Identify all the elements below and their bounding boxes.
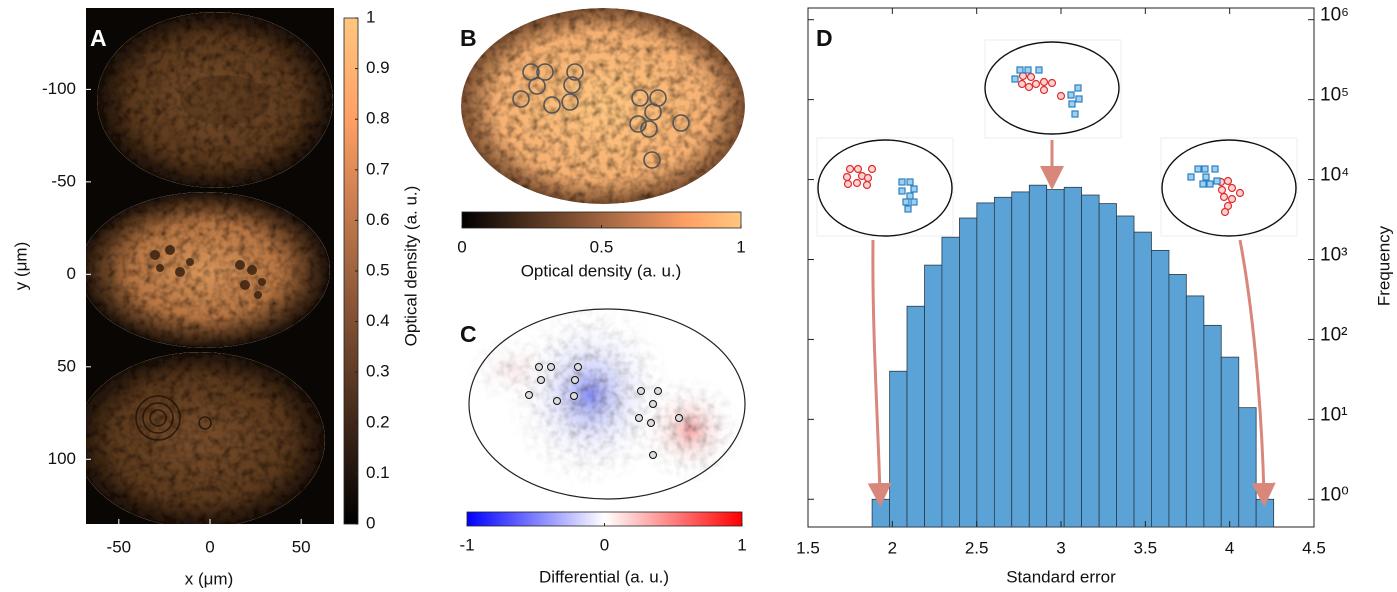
colorbar-tick-label: 0.5 [590,237,614,256]
x-tick-label: -50 [107,537,132,556]
x-axis-label: x (μm) [185,569,234,588]
y-tick-label: -100 [42,79,76,98]
colorbar-tick-label: 0.8 [366,109,390,128]
bar [1063,186,1082,528]
bar [1098,203,1117,528]
colorbar-tick-label: 0.4 [366,311,390,330]
x-tick-label: 50 [292,537,311,556]
colorbar-label: Optical density (a. u.) [521,261,682,280]
y-tick-label: 100 [48,449,76,468]
colorbar-tick-label: 0.3 [366,362,390,381]
bar [941,236,960,528]
colorbar-tick-label: 0.2 [366,412,390,431]
bars [871,184,1275,528]
bar [1133,231,1152,528]
colorbar-tick-label: 0 [600,535,609,554]
colorbar-label: Differential (a. u.) [539,567,669,586]
y-tick-label: 10¹ [1320,404,1347,425]
y-tick-label: -50 [51,171,76,190]
bar [871,498,891,528]
colorbar-tick-label: 0.9 [366,58,390,77]
x-tick-label: 4.5 [1302,538,1326,557]
image-a [86,8,334,524]
colorbar-tick-label: 0.5 [366,260,390,279]
bar [1028,184,1048,528]
y-tick-label: 10² [1320,324,1347,345]
y-tick-label: 10⁴ [1320,165,1349,186]
x-tick-label: 3.5 [1134,538,1158,557]
bar [976,202,995,528]
y-tick-label: 50 [57,356,76,375]
bar [1185,295,1205,528]
x-tick-label: 1.5 [796,538,820,557]
bar [1116,215,1135,528]
bar [1151,249,1170,528]
x-axis-label: Standard error [1006,567,1116,586]
panel-label: B [460,25,477,51]
x-tick-label: 2.5 [965,538,989,557]
colorbar-tick-label: 1 [736,237,745,256]
y-axis-label: y (μm) [11,242,30,291]
y-tick-label: 10⁶ [1320,5,1349,26]
insets [816,39,1298,237]
bar [924,264,943,528]
x-tick-label: 2 [888,538,897,557]
y-tick-label: 0 [67,264,76,283]
colorbar-tick-label: 1 [366,7,375,26]
colorbar-tick-label: -1 [459,535,474,554]
y-tick-label: 10⁰ [1320,484,1349,505]
bar [1046,189,1065,528]
bar [1203,324,1222,528]
colorbar-tick-label: 0.7 [366,159,390,178]
bar [1168,274,1187,528]
image-b [461,8,745,204]
bar [1081,194,1100,528]
bar [1238,407,1257,528]
colorbar-tick-label: 0.1 [366,463,390,482]
bar [959,217,978,528]
colorbar-label: Optical density (a. u.) [401,186,420,347]
image-c [465,300,746,500]
x-tick-label: 0 [205,537,214,556]
bar [1220,356,1240,528]
panel-label: D [816,25,833,51]
colorbar-tick-label: 0 [457,237,466,256]
colorbar-tick-label: 0 [366,513,375,532]
y-tick-label: 10⁵ [1320,85,1349,106]
arrows [867,140,1276,507]
x-tick-label: 3 [1056,538,1065,557]
colorbar-tick-label: 1 [737,535,746,554]
panel-label: A [90,25,107,51]
panel-label: C [460,321,477,347]
colorbar-tick-label: 0.6 [366,210,390,229]
y-axis-label: Frequency [1374,225,1393,306]
bar [1255,498,1275,528]
bar [1011,191,1030,528]
bar [906,305,925,528]
bar [889,370,908,528]
x-tick-label: 4 [1225,538,1234,557]
bar [993,196,1013,528]
y-tick-label: 10³ [1320,244,1347,265]
